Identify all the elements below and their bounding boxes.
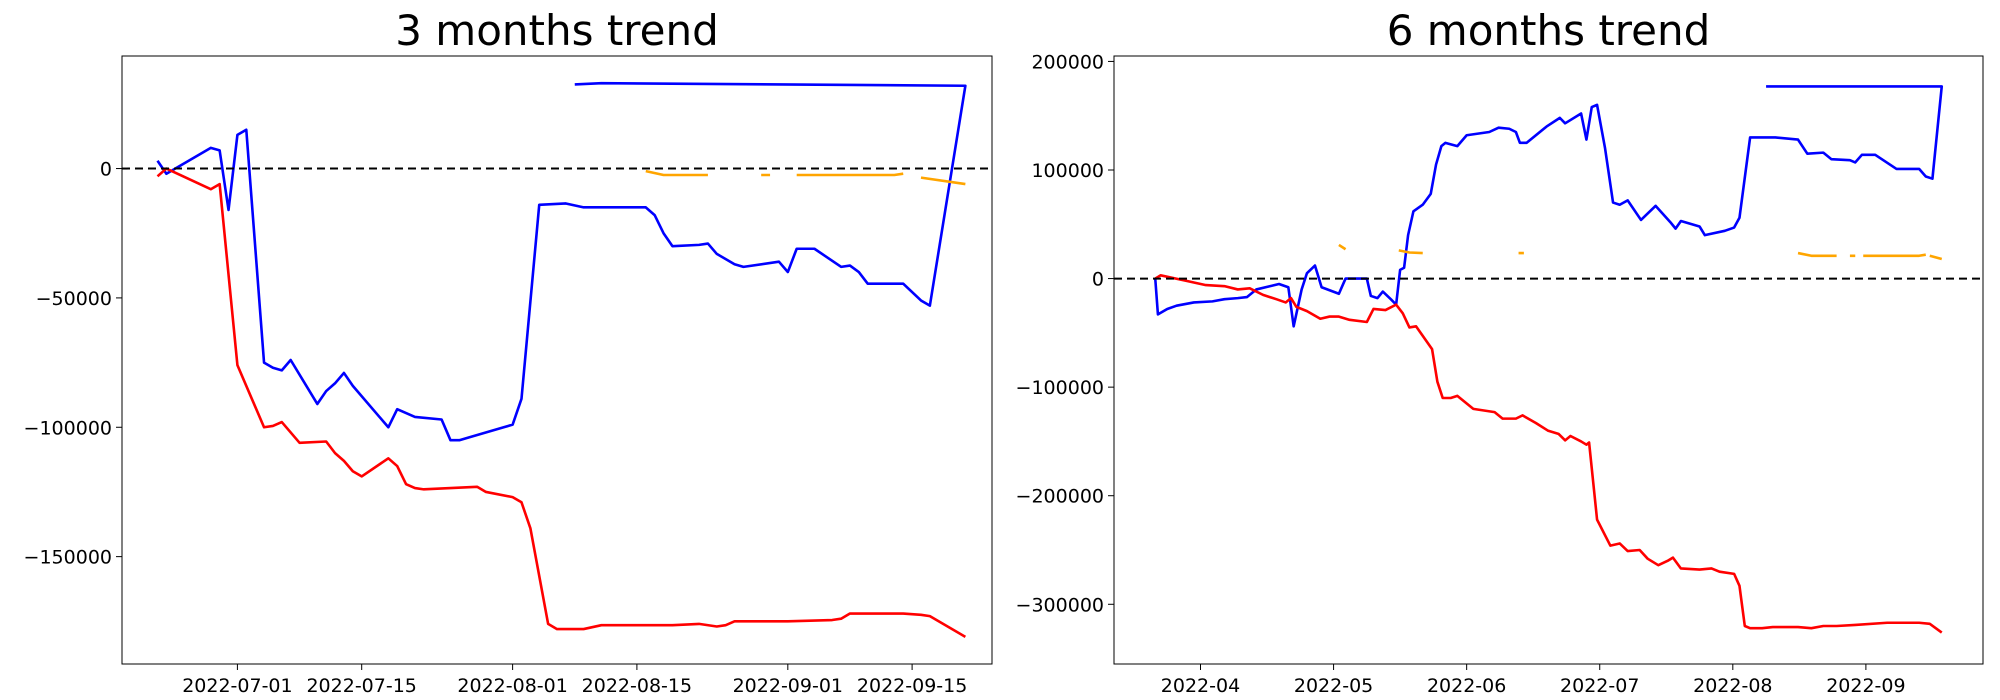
series-line (1153, 85, 1944, 328)
series-line (156, 81, 967, 442)
x-tick-label: 2022-06 (1427, 675, 1506, 697)
y-tick-label: −200000 (1016, 486, 1104, 508)
x-tick-label: 2022-07-15 (306, 675, 416, 697)
plot-frame (121, 55, 993, 665)
y-tick-label: −300000 (1016, 594, 1104, 616)
plot-frame (1113, 55, 1984, 665)
chart-title: 6 months trend (1387, 6, 1711, 55)
x-tick-label: 2022-05 (1294, 675, 1373, 697)
x-tick-label: 2022-09-15 (857, 675, 967, 697)
y-tick-label: −150000 (24, 547, 112, 569)
series-line (645, 169, 966, 186)
y-tick-label: 100000 (1031, 160, 1104, 182)
y-tick-label: 0 (1092, 269, 1104, 291)
x-tick-label: 2022-09-01 (733, 675, 843, 697)
y-tick-label: −100000 (24, 417, 112, 439)
x-tick-label: 2022-08 (1693, 675, 1772, 697)
y-tick-label: −50000 (36, 288, 112, 310)
series-line (156, 167, 967, 638)
chart-title: 3 months trend (395, 6, 719, 55)
y-tick-label: −100000 (1016, 377, 1104, 399)
x-tick-label: 2022-07 (1560, 675, 1639, 697)
series-line (1154, 274, 1943, 634)
series-line (1338, 243, 1943, 261)
y-tick-label: 200000 (1031, 51, 1104, 73)
y-tick-label: 0 (100, 159, 112, 181)
x-tick-label: 2022-04 (1161, 675, 1240, 697)
x-tick-label: 2022-08-15 (582, 675, 692, 697)
x-tick-label: 2022-07-01 (182, 675, 292, 697)
x-tick-label: 2022-09 (1826, 675, 1905, 697)
x-tick-label: 2022-08-01 (457, 675, 567, 697)
